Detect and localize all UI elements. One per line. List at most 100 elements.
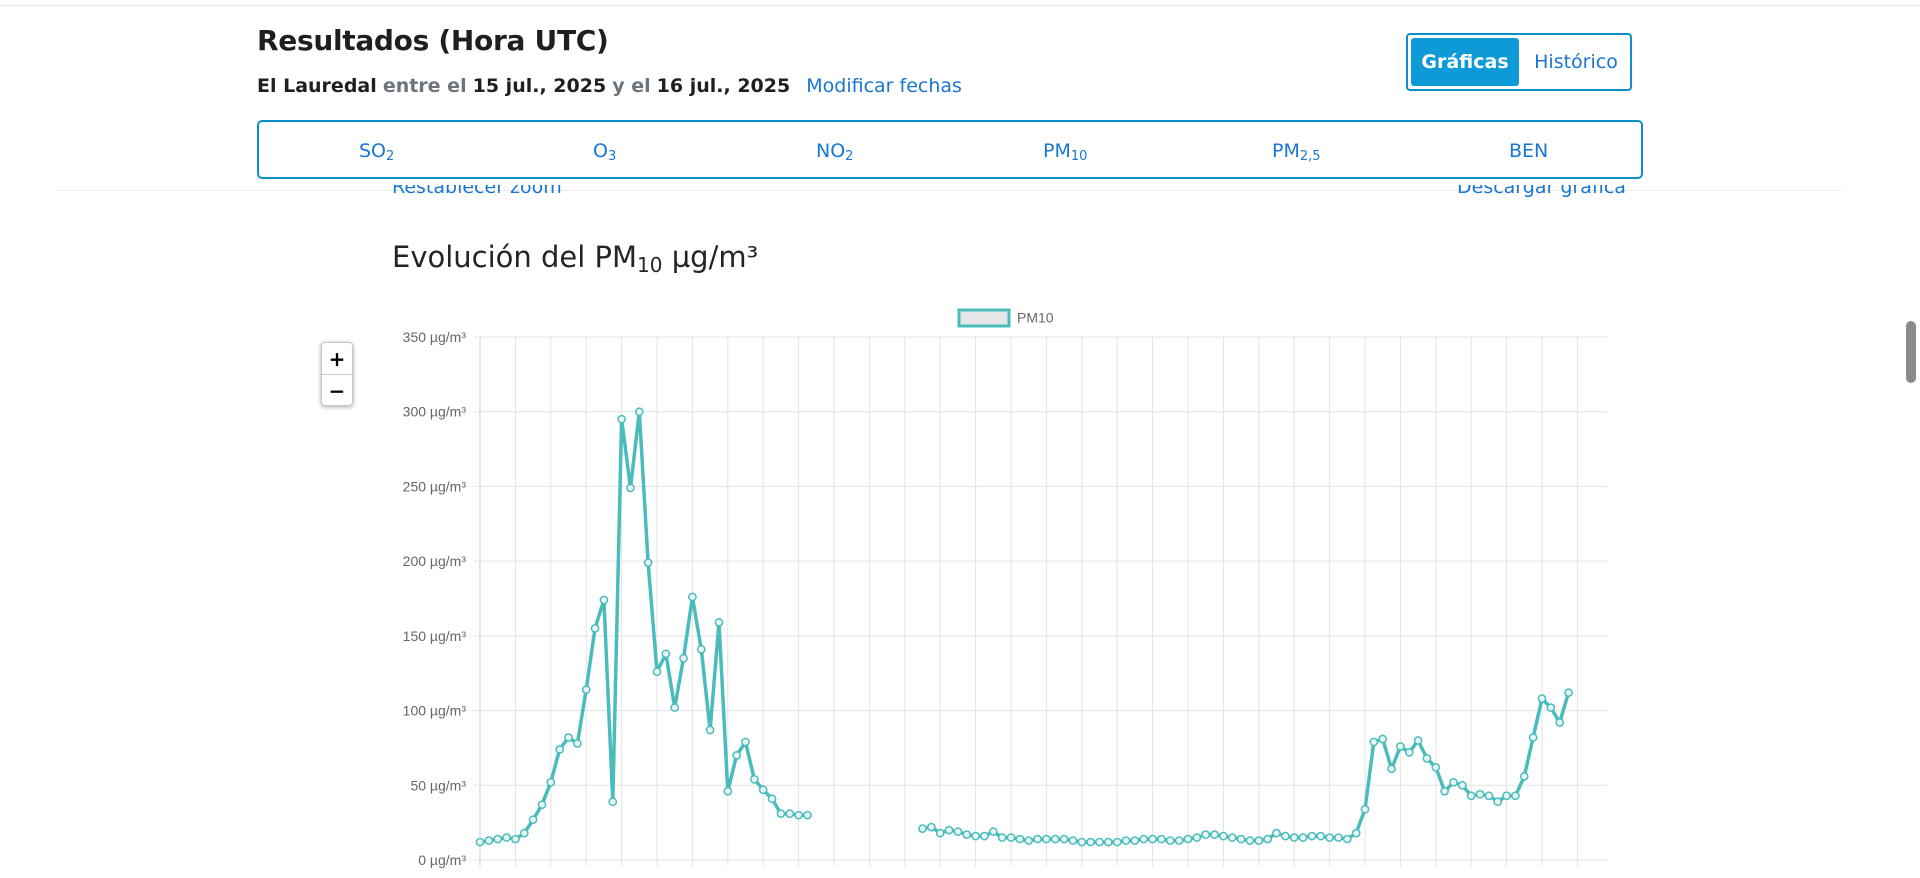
pm10-data-point [776, 809, 786, 819]
tab-so2[interactable]: SO2 [359, 140, 395, 164]
y-tick-label: 0 µg/m³ [418, 852, 466, 868]
tab-ben[interactable]: BEN [1509, 140, 1549, 162]
pm10-data-point [688, 592, 697, 602]
tab-pm25[interactable]: PM2,5 [1272, 140, 1321, 164]
pm10-data-point [626, 483, 635, 493]
pm10-data-point [1449, 777, 1458, 787]
pm10-data-point [511, 834, 520, 844]
sticky-header-divider [58, 190, 1842, 191]
zoom-in-button[interactable]: + [322, 343, 352, 375]
pm10-data-point [581, 685, 591, 695]
pm10-data-point [1378, 734, 1388, 744]
y-tick-label: 150 µg/m³ [403, 628, 467, 644]
tab-pm10[interactable]: PM10 [1043, 140, 1088, 164]
pm10-data-point [1095, 837, 1104, 847]
pm10-data-point [767, 794, 777, 804]
reset-zoom-link[interactable]: Restablecer zoom [392, 176, 562, 198]
pm10-data-point [1272, 828, 1281, 838]
y-tick-label: 200 µg/m³ [403, 553, 467, 569]
charts-toggle-button[interactable]: Gráficas [1411, 38, 1519, 86]
pm10-data-point [1254, 836, 1264, 845]
pm10-data-point [1466, 791, 1476, 801]
pm10-data-point [1263, 834, 1273, 844]
pm10-data-point [1458, 780, 1467, 790]
pm10-data-point [1369, 737, 1379, 747]
pm10-data-point [1139, 834, 1149, 844]
pm10-data-point [1360, 804, 1370, 814]
pm10-data-point [1148, 834, 1157, 844]
pm10-data-point [1404, 748, 1414, 757]
pm10-data-point [997, 833, 1007, 842]
modify-dates-link[interactable]: Modificar fechas [806, 75, 962, 97]
pm10-data-point [564, 733, 573, 742]
pm10-data-point [1334, 833, 1343, 842]
pm10-data-point [1015, 834, 1025, 844]
pm10-data-point [1396, 742, 1405, 751]
scrollbar-thumb[interactable] [1906, 321, 1916, 383]
pm10-data-point [555, 745, 565, 754]
pm10-data-point [962, 830, 972, 839]
between-text: entre el [382, 75, 467, 97]
pm10-data-point [988, 827, 998, 836]
pm10-data-point [643, 558, 653, 567]
pm10-data-point [723, 786, 733, 796]
top-border [0, 5, 1920, 6]
pm10-data-point [1130, 836, 1140, 845]
y-tick-label: 100 µg/m³ [403, 703, 467, 719]
pm10-data-point [1024, 836, 1034, 845]
pm10-data-point [785, 809, 795, 819]
pm10-data-point [1112, 837, 1122, 847]
download-chart-link[interactable]: Descargar gráfica [1457, 176, 1626, 198]
pm10-data-point [980, 831, 989, 841]
date-range-subtitle: El Lauredal entre el 15 jul., 2025 y el … [257, 75, 962, 97]
pm10-data-point [1511, 791, 1520, 801]
station-name: El Lauredal [257, 75, 377, 97]
pm10-data-point [714, 618, 724, 627]
pm10-data-point [1431, 763, 1441, 772]
pm10-data-point [1413, 736, 1423, 745]
tab-no2[interactable]: NO2 [816, 140, 854, 164]
zoom-out-button[interactable]: − [328, 378, 346, 403]
pm10-data-point [528, 815, 538, 825]
pm10-data-point [493, 834, 503, 844]
pm10-data-point [1422, 754, 1432, 763]
pm10-data-point [546, 777, 556, 787]
pm10-data-point [679, 653, 688, 663]
pm10-data-point [1068, 836, 1078, 845]
pm10-data-point [1201, 830, 1211, 839]
pm10-data-point [519, 828, 529, 838]
history-toggle-button[interactable]: Histórico [1534, 51, 1618, 73]
pm10-data-point [732, 751, 742, 760]
pm10-data-point [1219, 831, 1228, 841]
legend-label: PM10 [1017, 310, 1054, 326]
y-tick-label: 250 µg/m³ [403, 478, 467, 494]
pm10-data-point [953, 827, 963, 836]
pm10-data-point [971, 831, 980, 841]
pm10-data-point [1165, 836, 1175, 845]
view-toggle: Gráficas Histórico [1406, 33, 1632, 91]
pm10-data-point [1493, 797, 1503, 807]
pm10-data-point [1086, 837, 1096, 847]
pm10-data-point [1042, 834, 1051, 844]
pm10-data-point [1006, 833, 1016, 842]
pm10-data-point [1174, 836, 1184, 845]
pm10-data-point [634, 407, 644, 417]
pm10-data-point [1387, 764, 1396, 774]
y-tick-label: 50 µg/m³ [410, 777, 466, 793]
pm10-data-point [1564, 688, 1573, 697]
pm10-data-point [1325, 833, 1334, 842]
pm10-data-point [741, 737, 750, 747]
tab-o3[interactable]: O3 [593, 140, 617, 164]
pm10-data-point [1121, 836, 1131, 845]
pm10-data-point [608, 797, 618, 807]
date-from: 15 jul., 2025 [472, 75, 607, 97]
pm10-data-point [484, 836, 494, 845]
pm10-data-point [1183, 834, 1193, 844]
pm10-data-point [661, 649, 671, 659]
pm10-data-point [1245, 836, 1255, 845]
chart-title: Evolución del PM10 µg/m³ [392, 240, 759, 277]
y-tick-label: 300 µg/m³ [403, 404, 467, 420]
pm10-data-point [1546, 703, 1556, 712]
pm10-data-point [1157, 834, 1166, 844]
pm10-data-point [1307, 831, 1317, 841]
